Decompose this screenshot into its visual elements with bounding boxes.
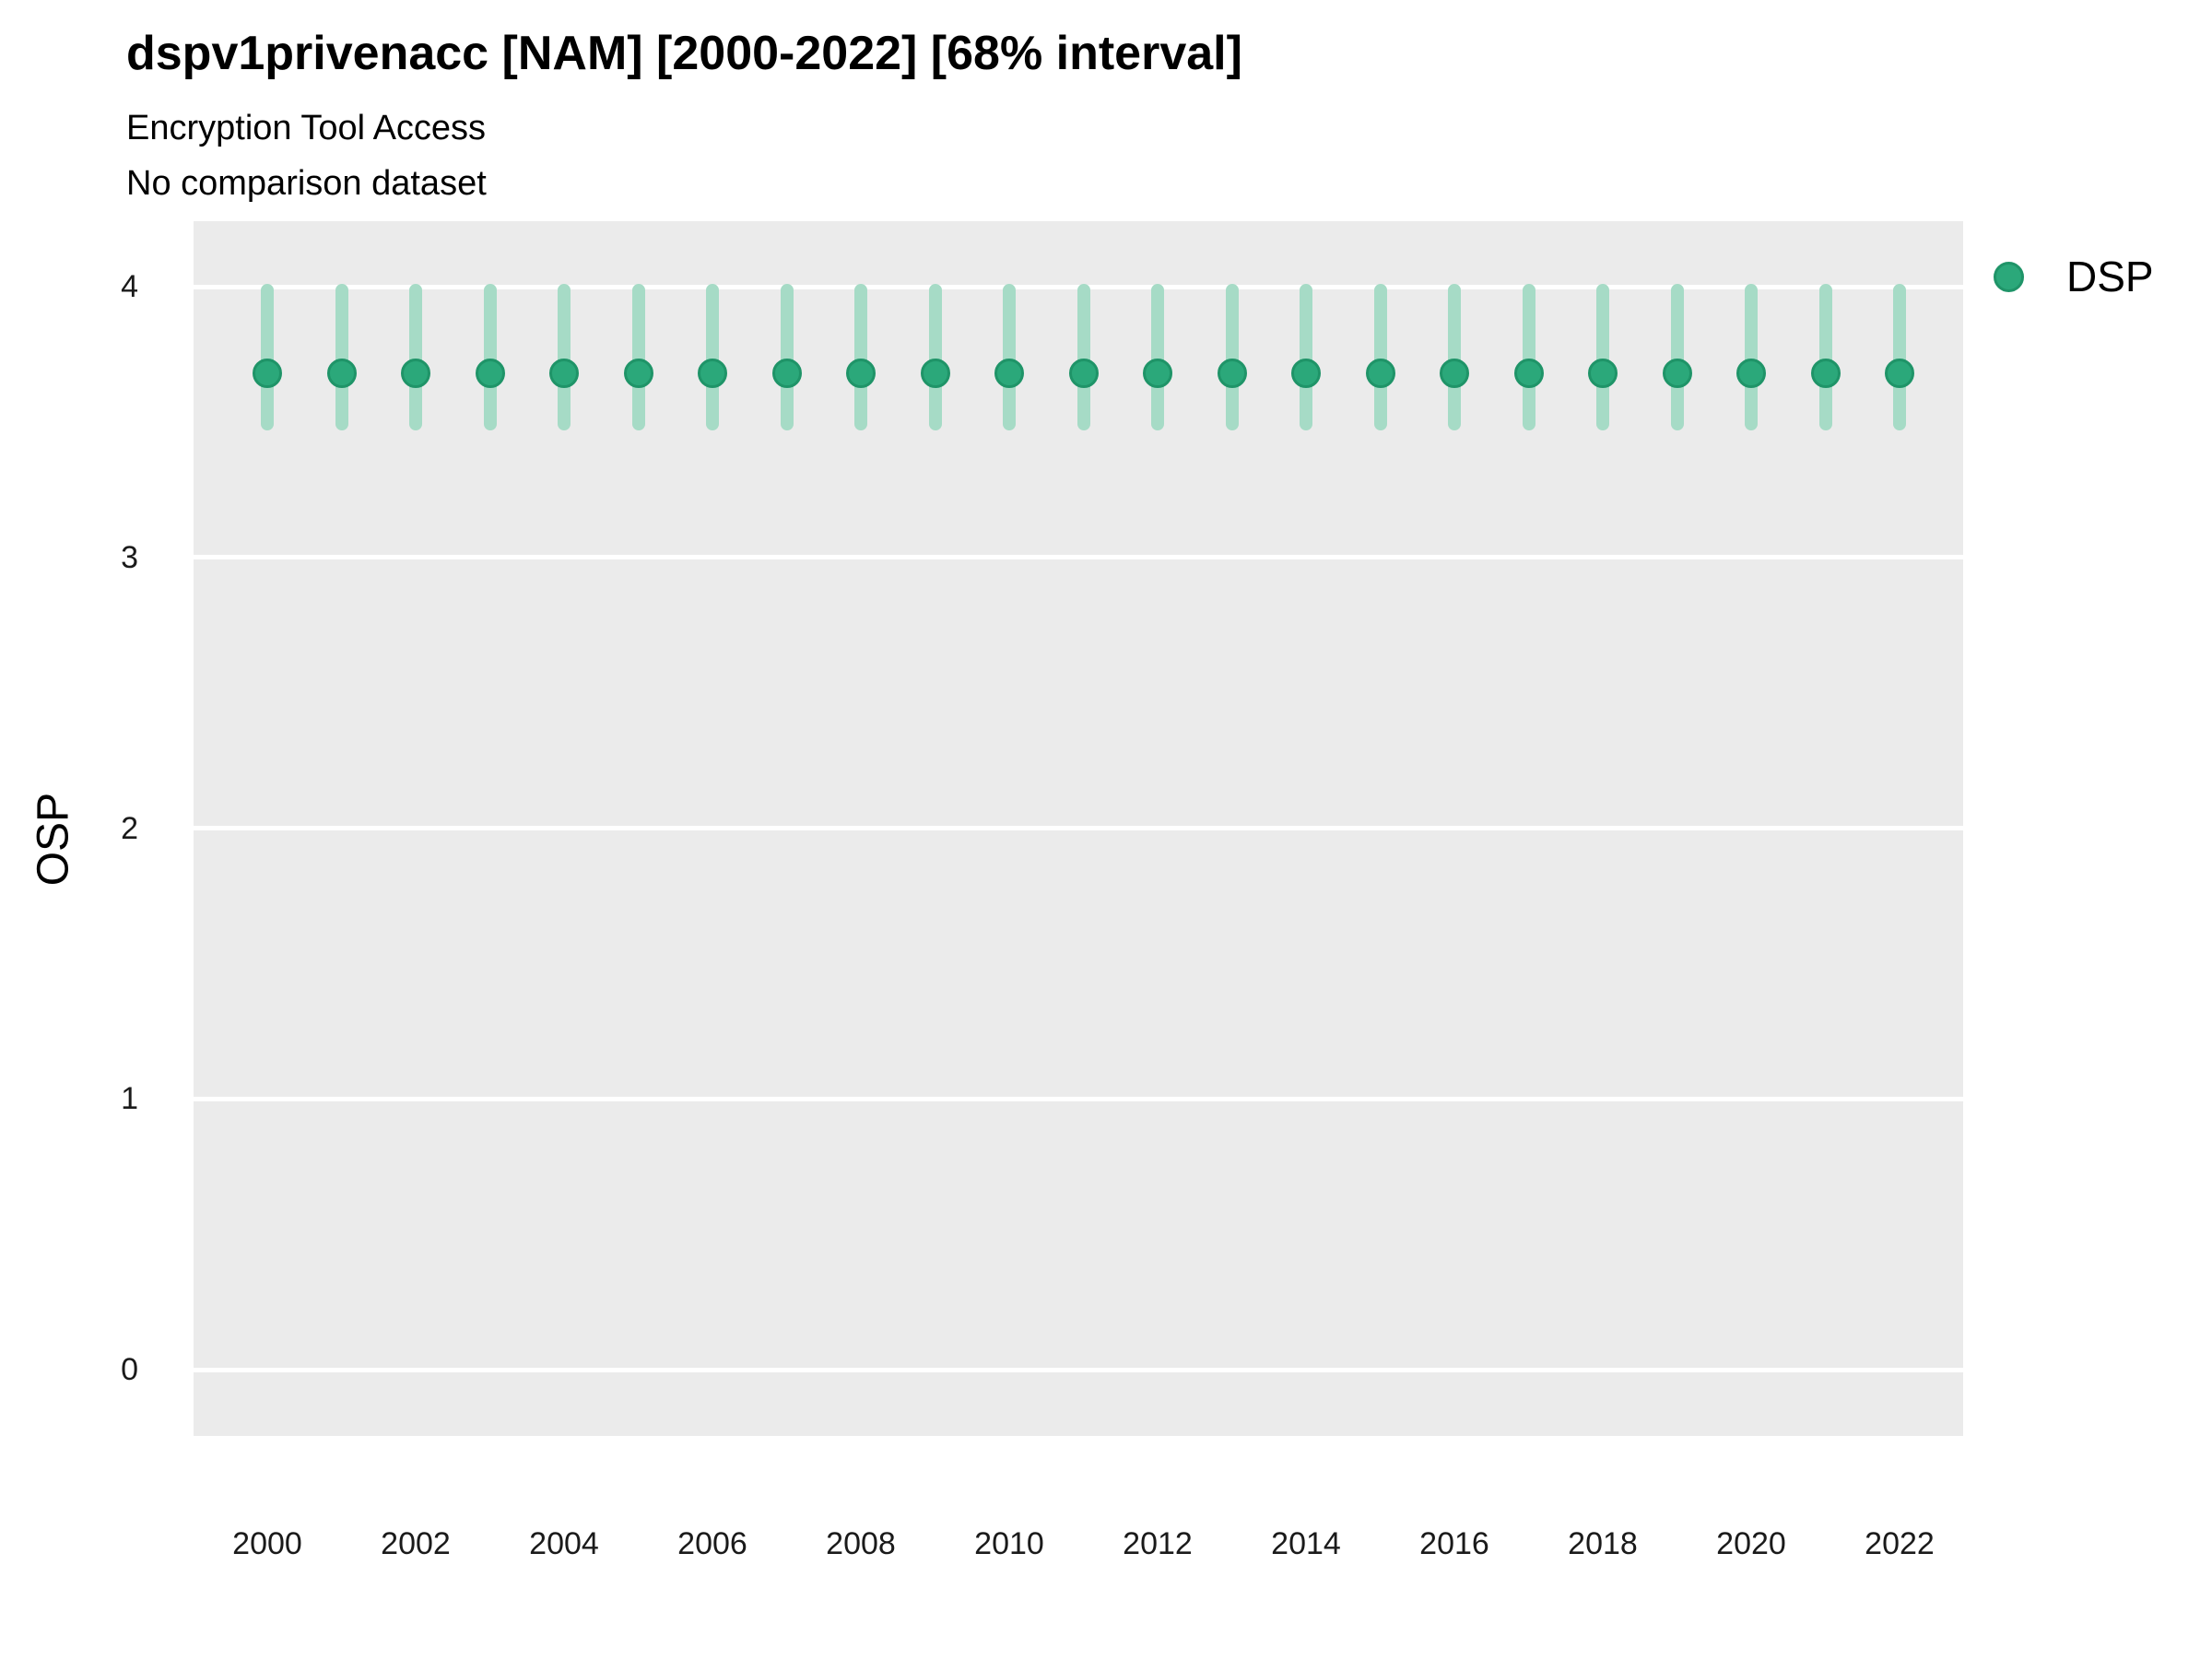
data-point-2002 bbox=[401, 359, 430, 388]
gridline-y-0 bbox=[194, 1367, 1963, 1372]
interval-bar-2010 bbox=[1003, 284, 1016, 430]
data-point-2007 bbox=[771, 359, 802, 388]
data-point-2015 bbox=[1365, 359, 1395, 388]
data-point-2005 bbox=[623, 359, 653, 388]
interval-bar-2006 bbox=[706, 284, 719, 430]
data-point-2021 bbox=[1810, 359, 1841, 388]
interval-bar-2008 bbox=[854, 284, 867, 430]
interval-bar-2003 bbox=[483, 284, 497, 430]
data-point-2003 bbox=[475, 359, 505, 388]
interval-bar-2011 bbox=[1077, 284, 1090, 430]
interval-bar-2007 bbox=[780, 284, 794, 430]
x-tick-label-2000: 2000 bbox=[232, 1526, 302, 1561]
data-point-2009 bbox=[920, 359, 950, 388]
data-point-2014 bbox=[1291, 359, 1321, 388]
interval-bar-2012 bbox=[1151, 284, 1164, 430]
chart-subtitle: Encryption Tool Access bbox=[126, 109, 487, 147]
interval-bar-2013 bbox=[1225, 284, 1239, 430]
x-tick-label-2016: 2016 bbox=[1419, 1526, 1489, 1561]
x-tick-label-2022: 2022 bbox=[1865, 1526, 1935, 1561]
y-tick-label-0: 0 bbox=[121, 1352, 138, 1387]
comparison-note: No comparison dataset bbox=[126, 164, 487, 203]
data-point-2000 bbox=[253, 359, 282, 388]
interval-bar-2016 bbox=[1448, 284, 1461, 430]
interval-bar-2022 bbox=[1893, 284, 1906, 430]
data-point-2012 bbox=[1143, 359, 1172, 388]
interval-bar-2009 bbox=[928, 284, 942, 430]
data-point-2006 bbox=[698, 359, 727, 388]
interval-bar-2014 bbox=[1300, 284, 1312, 430]
chart-title: dspv1privenacc [NAM] [2000-2022] [68% in… bbox=[126, 27, 1242, 80]
data-point-2016 bbox=[1440, 359, 1469, 388]
interval-bar-2017 bbox=[1522, 284, 1535, 430]
legend-label-dsp: DSP bbox=[2066, 253, 2154, 300]
data-point-2020 bbox=[1736, 359, 1766, 388]
y-tick-label-1: 1 bbox=[121, 1081, 138, 1117]
x-tick-label-2018: 2018 bbox=[1568, 1526, 1638, 1561]
plot-panel bbox=[194, 221, 1963, 1436]
data-point-2008 bbox=[846, 359, 876, 388]
y-tick-label-2: 2 bbox=[121, 810, 138, 846]
data-point-2001 bbox=[326, 359, 357, 388]
interval-bar-2015 bbox=[1373, 284, 1387, 430]
x-tick-label-2004: 2004 bbox=[529, 1526, 599, 1561]
gridline-y-1 bbox=[194, 1096, 1963, 1101]
x-tick-label-2014: 2014 bbox=[1271, 1526, 1341, 1561]
x-tick-label-2012: 2012 bbox=[1123, 1526, 1193, 1561]
x-tick-label-2006: 2006 bbox=[677, 1526, 747, 1561]
data-point-2022 bbox=[1885, 359, 1914, 388]
data-point-2013 bbox=[1217, 359, 1247, 388]
interval-bar-2000 bbox=[261, 284, 274, 430]
interval-bar-2019 bbox=[1670, 284, 1684, 430]
gridline-y-2 bbox=[194, 826, 1963, 830]
interval-bar-2021 bbox=[1818, 284, 1832, 430]
interval-bar-2002 bbox=[409, 284, 422, 430]
data-point-2017 bbox=[1513, 359, 1544, 388]
x-tick-label-2020: 2020 bbox=[1716, 1526, 1786, 1561]
data-point-2018 bbox=[1588, 359, 1618, 388]
interval-bar-2020 bbox=[1745, 284, 1758, 430]
data-point-2010 bbox=[994, 359, 1024, 388]
data-point-2004 bbox=[549, 359, 579, 388]
interval-bar-2004 bbox=[558, 284, 571, 430]
gridline-y-3 bbox=[194, 555, 1963, 560]
data-point-2019 bbox=[1662, 359, 1692, 388]
interval-bar-2005 bbox=[631, 284, 645, 430]
y-tick-label-4: 4 bbox=[121, 269, 138, 304]
data-point-2011 bbox=[1068, 359, 1099, 388]
interval-bar-2001 bbox=[335, 284, 348, 430]
x-tick-label-2002: 2002 bbox=[381, 1526, 451, 1561]
x-tick-label-2008: 2008 bbox=[826, 1526, 896, 1561]
legend-marker-dsp bbox=[1994, 261, 2024, 292]
x-tick-label-2010: 2010 bbox=[974, 1526, 1044, 1561]
legend: DSP bbox=[1994, 255, 2154, 298]
interval-bar-2018 bbox=[1596, 284, 1609, 430]
y-tick-label-3: 3 bbox=[121, 539, 138, 575]
